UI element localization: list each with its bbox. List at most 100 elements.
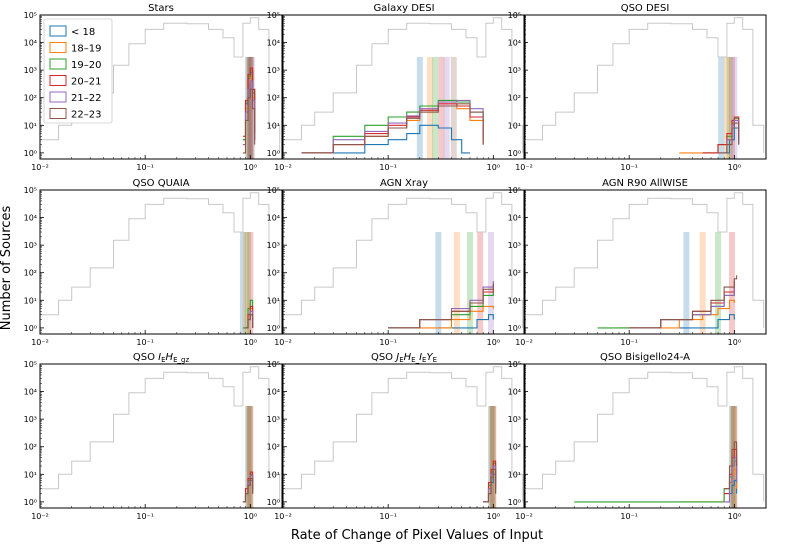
x-tick-label: 10⁰ xyxy=(487,512,500,521)
series-line xyxy=(242,88,256,154)
panel-6: AGN R90 AllWISE 10⁰ 10¹ 10² 10³ 10⁴ 10⁵ 10⁻² 10⁻… xyxy=(508,178,767,347)
panel-frame xyxy=(523,189,767,335)
median-band xyxy=(723,56,730,159)
panel-title: QSO JEHE_IEYE xyxy=(371,352,437,364)
y-tick-label: 10¹ xyxy=(24,470,37,479)
y-tick-label: 10³ xyxy=(508,66,521,75)
x-tick-label: 10⁻² xyxy=(31,338,49,347)
x-tick-label: 10⁰ xyxy=(728,512,741,521)
series-line xyxy=(574,460,738,503)
y-tick-label: 10⁴ xyxy=(508,214,521,223)
y-tick-label: 10² xyxy=(24,443,37,452)
y-axis-label: Number of Sources xyxy=(0,206,14,331)
y-tick-label: 10⁰ xyxy=(508,324,521,333)
median-band xyxy=(248,56,255,159)
x-tick-label: 10⁻¹ xyxy=(136,163,154,172)
y-tick-label: 10⁰ xyxy=(508,498,521,507)
median-band xyxy=(715,231,722,334)
series-line xyxy=(679,314,735,329)
x-tick-label: 10⁻² xyxy=(515,512,533,521)
reference-histogram-line xyxy=(40,192,281,328)
y-tick-label: 10⁵ xyxy=(508,360,521,369)
x-axis-label: Rate of Change of Pixel Values of Input xyxy=(291,528,543,543)
y-tick-label: 10³ xyxy=(508,241,521,250)
series-line xyxy=(388,283,494,329)
y-tick-label: 10⁴ xyxy=(267,388,280,397)
x-tick-label: 10⁻¹ xyxy=(620,338,638,347)
panel-title: AGN R90 AllWISE xyxy=(602,178,688,189)
x-tick-label: 10⁻¹ xyxy=(379,512,397,521)
panel-frame xyxy=(523,363,767,509)
x-tick-label: 10⁰ xyxy=(728,163,741,172)
median-band xyxy=(427,56,434,159)
x-tick-label: 10⁻¹ xyxy=(136,338,154,347)
panel-title: QSO IEHE_gz xyxy=(133,352,190,364)
plot-area xyxy=(283,366,524,508)
panel-frame xyxy=(39,189,283,335)
median-band xyxy=(432,56,439,159)
x-tick-label: 10⁰ xyxy=(244,338,257,347)
series-line xyxy=(333,124,470,154)
y-tick-label: 10⁵ xyxy=(508,186,521,195)
panel-5: AGN Xray 10⁰ 10¹ 10² 10³ 10⁴ 10⁵ 10⁻² 10⁻¹ 10⁰ xyxy=(267,178,526,347)
y-tick-label: 10³ xyxy=(267,415,280,424)
median-band xyxy=(467,231,474,334)
legend-swatch xyxy=(49,25,67,37)
y-tick-label: 10¹ xyxy=(267,470,280,479)
series-line xyxy=(245,314,254,329)
panel-8: QSO JEHE_IEYE 10⁰ 10¹ 10² 10³ 10⁴ 10⁵ 10⁻² 10⁻¹ 1… xyxy=(267,352,526,521)
y-tick-label: 10⁰ xyxy=(24,324,37,333)
panel-grid: Stars 10⁰ 10¹ 10² 10³ 10⁴ 10⁵ 10⁻² 10⁻¹ 10⁰ < 18 18… xyxy=(24,3,767,521)
y-tick-label: 10⁵ xyxy=(508,11,521,20)
panel-title: Stars xyxy=(148,3,174,14)
median-band xyxy=(443,56,450,159)
reference-histogram-line xyxy=(283,192,524,328)
x-tick-label: 10⁻² xyxy=(31,512,49,521)
x-tick-label: 10⁰ xyxy=(244,512,257,521)
y-tick-label: 10⁴ xyxy=(24,388,37,397)
plot-area xyxy=(524,192,765,334)
panel-7: QSO IEHE_gz 10⁰ 10¹ 10² 10³ 10⁴ 10⁵ 10⁻² 10⁻¹ 10⁰ xyxy=(24,352,283,521)
panel-frame xyxy=(282,189,526,335)
y-tick-label: 10¹ xyxy=(24,296,37,305)
x-tick-label: 10⁻¹ xyxy=(379,163,397,172)
series-line xyxy=(597,292,735,329)
y-tick-label: 10⁰ xyxy=(24,498,37,507)
y-tick-label: 10⁴ xyxy=(24,214,37,223)
x-tick-label: 10⁻² xyxy=(274,512,292,521)
y-tick-label: 10¹ xyxy=(267,296,280,305)
legend-label: 22–23 xyxy=(71,110,101,121)
x-tick-label: 10⁻² xyxy=(274,163,292,172)
y-tick-label: 10⁵ xyxy=(24,186,37,195)
y-tick-label: 10³ xyxy=(508,415,521,424)
series-line xyxy=(718,122,740,154)
plot-area xyxy=(40,192,281,334)
median-band xyxy=(245,56,252,159)
median-band xyxy=(728,231,735,334)
y-tick-label: 10¹ xyxy=(24,121,37,130)
y-tick-label: 10³ xyxy=(24,241,37,250)
median-band xyxy=(239,231,246,334)
median-band xyxy=(489,405,496,508)
median-band xyxy=(488,405,495,508)
y-tick-label: 10² xyxy=(267,269,280,278)
x-tick-label: 10⁻¹ xyxy=(620,512,638,521)
plot-area xyxy=(283,192,524,334)
y-tick-label: 10¹ xyxy=(508,121,521,130)
plot-area xyxy=(524,366,765,508)
median-band xyxy=(245,405,252,508)
panel-frame xyxy=(39,363,283,509)
y-tick-label: 10⁴ xyxy=(508,39,521,48)
panel-4: QSO QUAIA 10⁰ 10¹ 10² 10³ 10⁴ 10⁵ 10⁻² 10⁻¹ 10⁰ xyxy=(24,178,283,347)
y-tick-label: 10⁰ xyxy=(267,324,280,333)
legend-box xyxy=(43,18,113,124)
y-tick-label: 10¹ xyxy=(508,296,521,305)
legend-swatch xyxy=(49,91,67,103)
median-band xyxy=(247,56,254,159)
panel-title: AGN Xray xyxy=(380,178,428,189)
median-band xyxy=(718,56,725,159)
median-band xyxy=(699,231,706,334)
y-tick-label: 10³ xyxy=(24,415,37,424)
reference-histogram-line xyxy=(283,17,524,153)
panel-title: QSO Bisigello24-A xyxy=(600,352,690,363)
